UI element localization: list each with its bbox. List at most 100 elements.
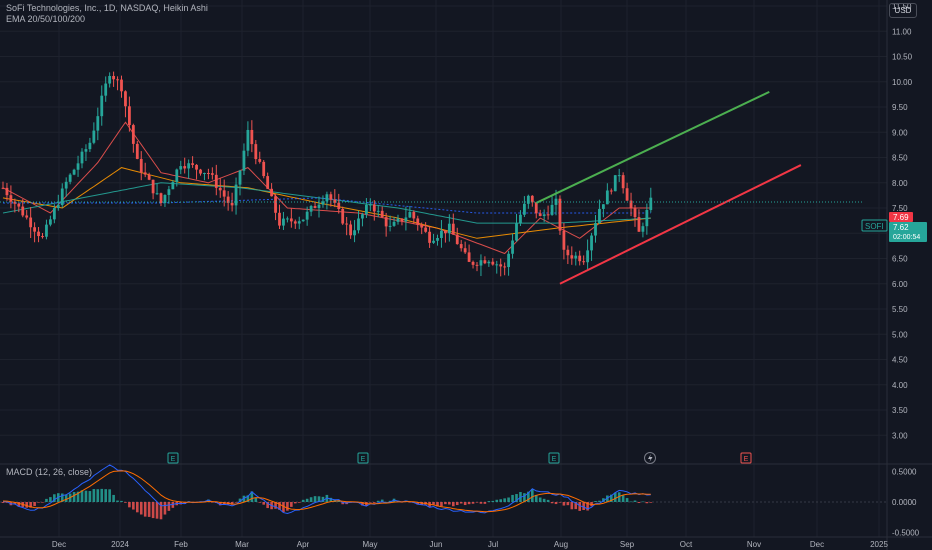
candle-body [475,264,479,266]
macd-histogram-bar [183,502,186,504]
ema-legend[interactable]: EMA 20/50/100/200 [6,14,86,24]
candle-body [617,175,621,177]
macd-histogram-bar [84,490,88,502]
trendlines[interactable] [535,90,802,285]
candle-body [226,196,230,203]
candle-body [155,193,159,195]
macd-histogram-bar [266,502,269,509]
macd-histogram-bar [147,502,151,517]
time-tick-label: 2024 [111,540,129,549]
macd-histogram-bar [309,497,313,502]
candle-body [171,182,175,190]
macd-histogram-bar [444,502,447,505]
candle-body [491,261,495,265]
candle-body [234,184,238,206]
chart-grid [0,0,887,537]
trendline-upper[interactable] [535,90,770,204]
macd-histogram-bar [436,502,439,507]
macd-histogram-bar [120,500,123,502]
price-tick-label: 5.00 [892,330,908,339]
macd-histogram-bar [207,499,210,502]
candle-body [416,218,420,225]
time-tick-label: Dec [810,540,824,549]
candle-body [218,187,222,191]
macd-histogram-bar [574,502,578,510]
chart-title[interactable]: SoFi Technologies, Inc., 1D, NASDAQ, Hei… [6,3,208,13]
candle-body [80,151,84,164]
price-badges: 7.69 SOFI 7.62 02:00:54 [861,212,927,242]
candle-body [396,218,400,222]
macd-histogram-bar [254,498,258,502]
macd-histogram-bar [313,496,317,502]
macd-legend[interactable]: MACD (12, 26, close) [6,467,93,477]
candle-body [258,159,262,162]
time-tick-label: Oct [680,540,693,549]
time-axis[interactable]: Dec 2024 Feb Mar Apr May Jun Jul Aug Sep Oct Nov Dec… [52,540,889,549]
candle-body [135,143,139,159]
heikin-ashi-candles [1,71,653,277]
candle-body [637,217,641,232]
macd-histogram-bar [507,497,510,502]
macd-histogram-bar [45,498,48,502]
macd-histogram-bar [76,491,80,502]
macd-histogram-bar [274,502,277,509]
candle-body [187,163,191,169]
macd-histogram-bar [416,502,420,505]
candle-body [649,197,653,211]
time-tick-label: Feb [174,540,188,549]
macd-histogram-bar [613,492,617,502]
macd-histogram-bar [108,489,111,502]
candle-body [523,203,526,215]
candle-body [167,189,171,195]
macd-axis[interactable]: 0.5000 0.0000 -0.5000 [892,468,920,538]
candle-body [526,195,530,204]
macd-histogram-bar [305,498,309,502]
candle-body [286,218,289,220]
candle-body [368,204,372,206]
candle-body [64,181,68,189]
candle-body [451,223,455,235]
macd-histogram-bar [321,496,325,502]
candle-body [613,175,617,192]
trendline-lower[interactable] [559,164,802,285]
candle-body [519,214,522,224]
macd-histogram-bar [499,499,502,502]
earnings-marker[interactable] [740,452,752,464]
candle-body [163,194,167,204]
macd-histogram-bar [570,502,574,510]
macd-histogram-bar [294,502,297,504]
macd-pane[interactable] [0,464,887,520]
price-tick-label: 10.50 [892,53,913,62]
candle-body [88,142,92,150]
candle-body [511,240,514,254]
candle-body [274,196,277,213]
price-tick-label: 6.50 [892,255,908,264]
macd-histogram-bar [452,502,455,507]
price-tick-label: 7.50 [892,204,908,213]
macd-histogram-bar [578,502,581,511]
macd-histogram-bar [49,497,52,502]
candle-body [459,244,463,249]
candle-body [151,179,155,194]
candle-body [365,204,368,215]
candle-body [641,226,645,232]
candle-body [37,231,40,237]
macd-histogram-bar [384,501,388,503]
candle-body [175,169,179,183]
earnings-marker[interactable] [167,452,179,464]
currency-button[interactable]: USD [889,3,917,18]
candle-body [13,201,17,204]
candle-body [570,255,574,259]
macd-histogram-bar [527,491,530,502]
macd-histogram-bar [278,502,281,510]
candle-body [17,203,21,207]
candle-body [380,210,384,218]
macd-histogram-bar [649,502,653,503]
time-tick-label: 2025 [870,540,888,549]
macd-histogram-bar [88,491,92,502]
earnings-marker[interactable] [357,452,369,464]
earnings-marker[interactable] [548,452,560,464]
candle-body [238,170,242,185]
